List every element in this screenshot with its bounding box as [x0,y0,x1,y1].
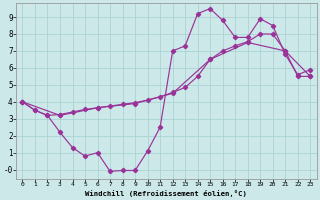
X-axis label: Windchill (Refroidissement éolien,°C): Windchill (Refroidissement éolien,°C) [85,190,247,197]
